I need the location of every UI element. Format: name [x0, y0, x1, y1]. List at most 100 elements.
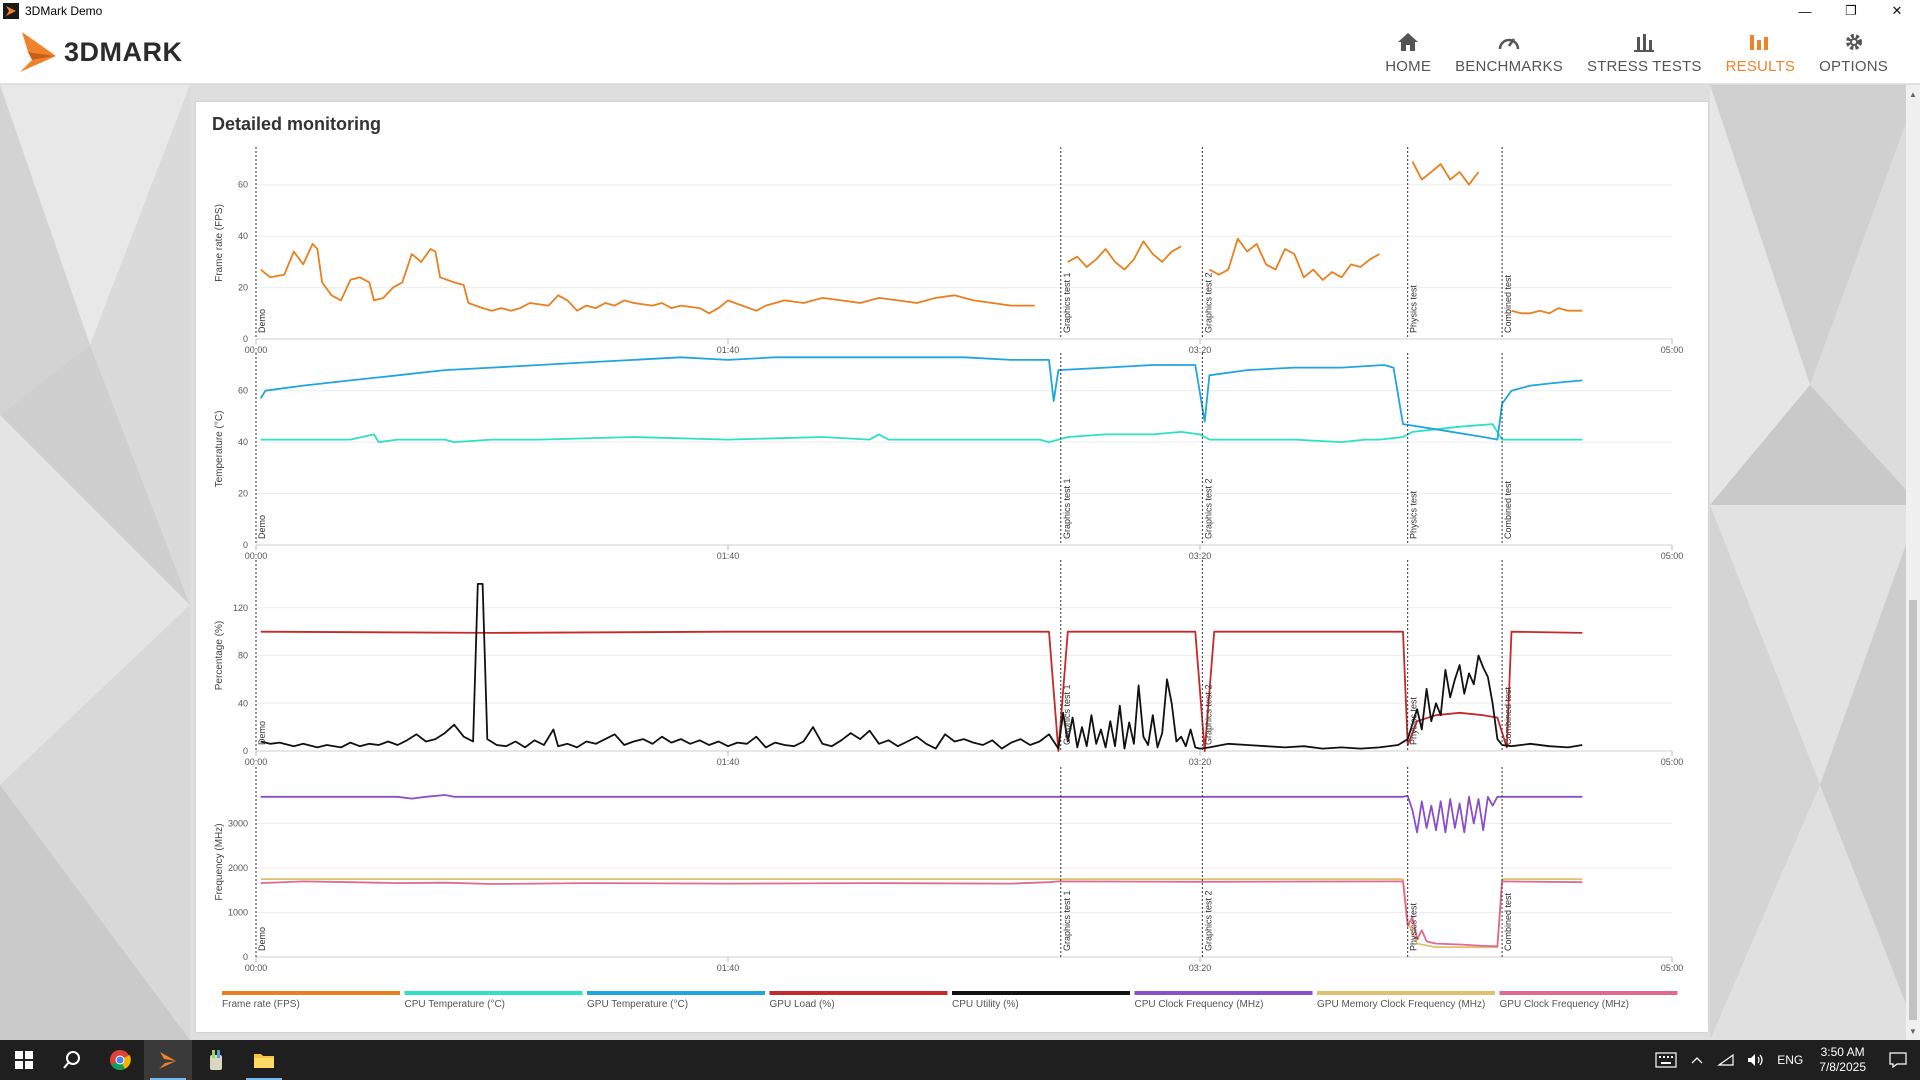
scroll-up-arrow-icon[interactable]: ▲ [1909, 89, 1917, 99]
test-marker-label: Demo [257, 309, 267, 333]
y-tick-label: 40 [238, 231, 248, 241]
test-marker-label: Combined test [1503, 892, 1513, 951]
test-marker-label: Physics test [1409, 490, 1419, 539]
y-tick-label: 1000 [228, 908, 248, 918]
test-marker-label: Graphics test 2 [1203, 272, 1213, 333]
series-line [1208, 237, 1380, 281]
test-marker-label: Graphics test 1 [1062, 478, 1072, 539]
x-tick-label: 01:40 [717, 345, 740, 355]
y-tick-label: 60 [238, 386, 248, 396]
nav-results[interactable]: RESULTS [1714, 26, 1807, 75]
close-button[interactable]: ✕ [1891, 3, 1903, 18]
test-marker-label: Physics test [1409, 284, 1419, 333]
3dmark-taskbar-button[interactable] [144, 1040, 192, 1080]
legend-swatch [1134, 991, 1313, 995]
gauge-icon [1497, 26, 1521, 52]
y-axis-label: Frequency (MHz) [214, 823, 225, 900]
scrollbar-thumb[interactable] [1909, 600, 1917, 1020]
test-marker-label: Demo [257, 721, 267, 745]
monitoring-chart[interactable]: 0 20 40 60 00:00 01:40 03:20 05:00 Frame rate (F… [196, 102, 1708, 1032]
search-button[interactable] [48, 1040, 96, 1080]
chrome-taskbar-button[interactable] [96, 1040, 144, 1080]
y-tick-label: 0 [243, 746, 248, 756]
legend-label: GPU Load (%) [770, 999, 835, 1010]
clock[interactable]: 3:50 AM 7/8/2025 [1809, 1045, 1876, 1075]
series-line [1511, 307, 1583, 315]
notification-icon[interactable] [1876, 1052, 1920, 1068]
network-icon[interactable] [1711, 1053, 1741, 1067]
volume-icon[interactable] [1741, 1053, 1771, 1067]
legend-swatch [222, 991, 400, 995]
x-tick-label: 05:00 [1661, 757, 1684, 767]
chrome-icon [110, 1050, 131, 1071]
chevron-up-icon[interactable] [1683, 1056, 1711, 1064]
series-line [260, 630, 1583, 752]
nav-stress-tests-label: STRESS TESTS [1586, 58, 1702, 75]
legend-swatch [1317, 991, 1495, 995]
test-marker-label: Combined test [1503, 274, 1513, 333]
legend-label: GPU Clock Frequency (MHz) [1500, 999, 1629, 1010]
y-tick-label: 0 [243, 540, 248, 550]
start-button[interactable] [0, 1040, 48, 1080]
series-line [260, 423, 1583, 444]
x-tick-label: 03:20 [1189, 757, 1212, 767]
series-line [259, 356, 1583, 441]
series-line [260, 794, 1583, 834]
clock-time: 3:50 AM [1820, 1045, 1865, 1059]
app-logo[interactable]: 3DMARK [18, 30, 183, 74]
series-line [260, 582, 1583, 750]
y-tick-label: 120 [233, 603, 248, 613]
chart-panel-4: 0 1000 2000 3000 00:00 01:40 03:20 05:00 Frequen… [214, 767, 1683, 973]
x-tick-label: 00:00 [245, 963, 268, 973]
x-tick-label: 01:40 [717, 551, 740, 561]
file-explorer-taskbar-button[interactable] [240, 1040, 288, 1080]
scroll-down-arrow-icon[interactable]: ▼ [1909, 1026, 1917, 1036]
test-marker-label: Graphics test 1 [1062, 890, 1072, 951]
y-axis-label: Percentage (%) [214, 621, 225, 690]
test-marker-label: Combined test [1503, 480, 1513, 539]
vertical-scrollbar[interactable]: ▲ ▼ [1906, 85, 1920, 1040]
x-tick-label: 00:00 [245, 345, 268, 355]
legend-label: GPU Memory Clock Frequency (MHz) [1317, 999, 1485, 1010]
legend-swatch [404, 991, 583, 995]
nav-options[interactable]: OPTIONS [1807, 26, 1900, 75]
main-nav: HOME BENCHMARKS STRESS TESTS RESULTS OPT… [1373, 26, 1900, 75]
restore-button[interactable]: ❐ [1845, 3, 1857, 18]
panel-title: Detailed monitoring [212, 114, 382, 134]
system-tray: ENG 3:50 AM 7/8/2025 [1649, 1040, 1920, 1080]
windows-taskbar: ENG 3:50 AM 7/8/2025 [0, 1040, 1920, 1080]
results-chart-icon [1748, 26, 1772, 52]
x-tick-label: 05:00 [1661, 345, 1684, 355]
app-icon [3, 3, 19, 19]
nav-results-label: RESULTS [1725, 58, 1796, 75]
legend-swatch [769, 991, 948, 995]
nav-benchmarks[interactable]: BENCHMARKS [1443, 26, 1575, 75]
home-icon [1397, 26, 1419, 52]
detailed-monitoring-panel: Detailed monitoring 0 20 40 60 00:00 01:40 03:… [196, 102, 1708, 1032]
test-marker-label: Demo [257, 927, 267, 951]
legend-label: CPU Utility (%) [952, 999, 1019, 1010]
logo-arrow-icon [20, 32, 56, 72]
series-line [260, 878, 1583, 949]
keyboard-icon[interactable] [1649, 1052, 1683, 1068]
y-tick-label: 80 [238, 651, 248, 661]
x-tick-label: 05:00 [1661, 551, 1684, 561]
nav-options-label: OPTIONS [1819, 58, 1888, 75]
tool-taskbar-button[interactable] [192, 1040, 240, 1080]
nav-home[interactable]: HOME [1373, 26, 1443, 75]
chart-panel-3: 0 40 80 120 00:00 01:40 03:20 05:00 Percentage (… [214, 560, 1683, 767]
x-tick-label: 03:20 [1189, 551, 1212, 561]
nav-stress-tests[interactable]: STRESS TESTS [1575, 26, 1714, 75]
x-tick-label: 03:20 [1189, 963, 1212, 973]
test-marker-label: Graphics test 2 [1203, 890, 1213, 951]
windows-logo-icon [15, 1051, 33, 1069]
language-indicator[interactable]: ENG [1777, 1053, 1804, 1067]
chart-panel-1: 0 20 40 60 00:00 01:40 03:20 05:00 Frame rate (F… [214, 147, 1683, 355]
test-marker-label: Graphics test 1 [1062, 684, 1072, 745]
minimize-button[interactable]: — [1798, 3, 1812, 19]
series-line [260, 880, 1583, 948]
clock-date: 7/8/2025 [1819, 1060, 1866, 1074]
test-marker-label: Physics test [1409, 696, 1419, 745]
logo-text: 3DMARK [64, 36, 183, 67]
chart-legend: Frame rate (FPS) CPU Temperature (°C) GPU … [222, 991, 1678, 1010]
